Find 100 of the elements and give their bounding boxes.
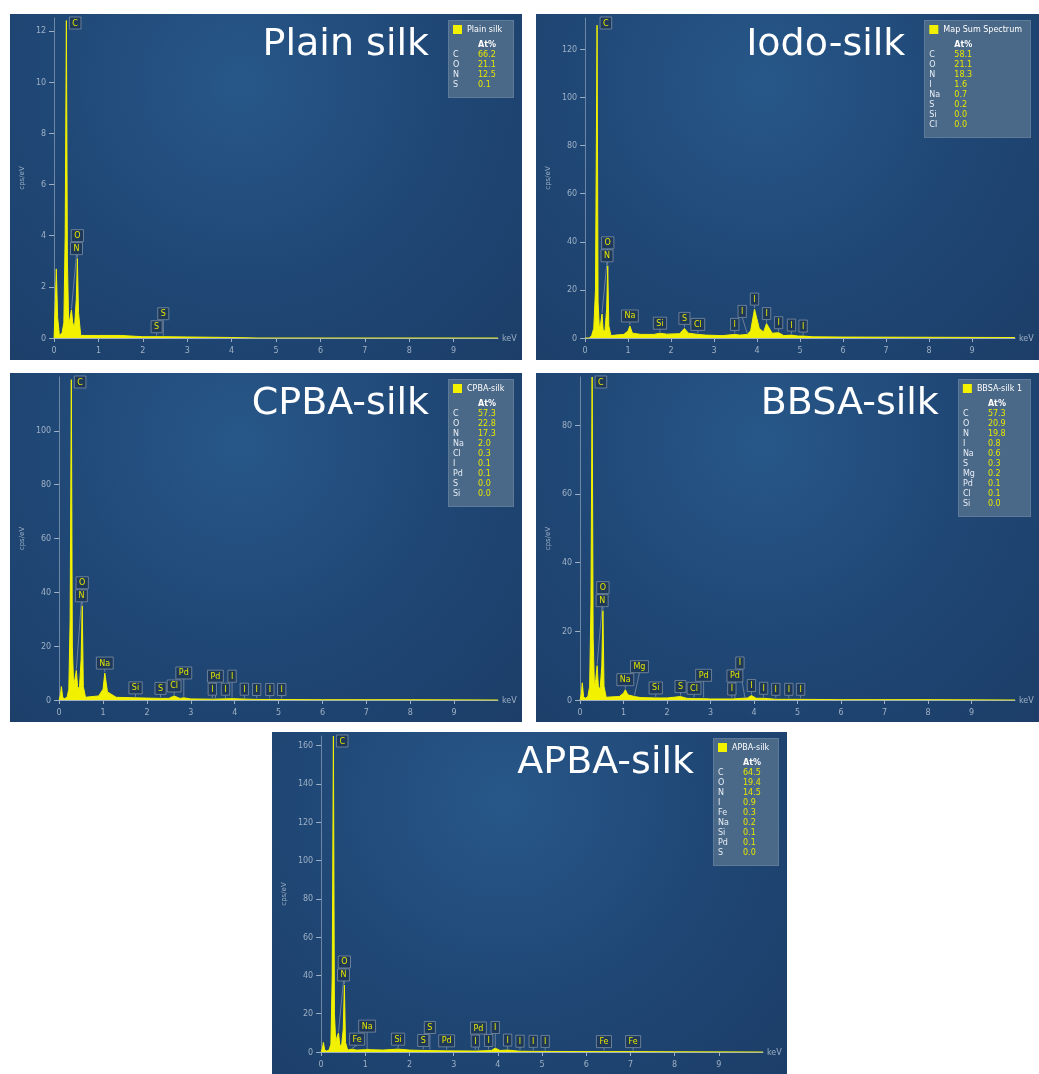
annotation: 2.0 [478, 438, 491, 448]
annotation: Na [929, 89, 941, 99]
annotation: 18.3 [954, 69, 973, 79]
annotation: I [243, 684, 246, 694]
y-tick-label: 10 [35, 77, 47, 87]
annotation: O [453, 59, 460, 69]
y-tick-label: 20 [561, 626, 573, 636]
annotation: O [718, 777, 725, 787]
annotation: At% [478, 39, 497, 49]
x-tick-label: 4 [754, 345, 760, 355]
annotation: Pd [473, 1023, 484, 1033]
annotation: At% [478, 398, 497, 408]
annotation: I [487, 1035, 490, 1045]
y-tick-label: 140 [297, 779, 314, 789]
annotation: 0.3 [987, 458, 1001, 468]
annotation: O [599, 583, 607, 593]
annotation: Cl [170, 681, 179, 691]
annotation: S [962, 458, 968, 468]
legend-label: CPBA-silk [467, 384, 505, 393]
annotation: C [718, 767, 724, 777]
annotation: O [962, 418, 970, 428]
annotation: At% [743, 757, 762, 767]
chart-title: Iodo-silk [746, 20, 906, 64]
annotation: I [230, 671, 234, 681]
annotation: I [790, 320, 793, 330]
annotation: Pd [453, 468, 463, 478]
annotation: 0.8 [987, 438, 1001, 448]
annotation: Cl [962, 488, 971, 498]
x-tick-label: 1 [100, 707, 106, 717]
annotation: 0.1 [478, 468, 491, 478]
annotation: I [506, 1035, 509, 1045]
y-tick-label: 0 [572, 333, 578, 343]
annotation: 0.6 [987, 448, 1001, 458]
annotation: Pd [729, 671, 740, 681]
annotation: O [341, 957, 348, 967]
y-tick-label: 40 [561, 558, 573, 568]
x-tick-label: 5 [539, 1059, 545, 1069]
y-tick-label: 2 [40, 282, 47, 292]
x-tick-label: 1 [625, 345, 631, 355]
annotation: I [733, 319, 736, 329]
annotation: O [604, 238, 611, 248]
annotation: I [929, 79, 932, 89]
x-tick-label: 4 [232, 707, 238, 717]
annotation: I [765, 309, 768, 319]
annotation: N [78, 591, 85, 601]
annotation: 0.0 [478, 488, 491, 498]
annotation: Si [453, 488, 461, 498]
annotation: I [494, 1022, 497, 1032]
annotation: I [518, 1036, 522, 1046]
annotation: 0.2 [987, 468, 1001, 478]
annotation: S [154, 322, 160, 332]
x-tick-label: 8 [925, 707, 931, 717]
annotation: S [427, 1022, 433, 1032]
y-tick-label: 100 [561, 92, 578, 102]
annotation: I [777, 318, 780, 328]
annotation: N [962, 428, 969, 438]
annotation: S [420, 1035, 426, 1045]
legend-label: BBSA-silk 1 [976, 384, 1022, 393]
x-tick-label: 6 [840, 345, 846, 355]
annotation: 0.0 [478, 478, 491, 488]
x-tick-label: 2 [140, 345, 146, 355]
annotation: O [79, 578, 86, 588]
y-tick-label: 20 [566, 285, 578, 295]
annotation: I [224, 684, 227, 694]
annotation: I [753, 294, 756, 304]
annotation: I [532, 1036, 535, 1046]
annotation: 0.1 [478, 458, 491, 468]
annotation: Cl [690, 683, 698, 693]
x-tick-label: 5 [794, 707, 801, 717]
x-axis-title: keV [502, 695, 518, 705]
annotation: 0.7 [954, 89, 968, 99]
annotation: 0.2 [743, 817, 756, 827]
annotation: I [799, 684, 802, 694]
x-tick-label: 1 [621, 707, 627, 717]
annotation: 12.5 [478, 69, 496, 79]
annotation: Cl [693, 319, 702, 329]
x-axis-title: keV [1019, 333, 1035, 343]
x-tick-label: 1 [362, 1059, 368, 1069]
annotation: Mg [962, 468, 975, 478]
annotation: I [730, 684, 734, 694]
annotation: S [718, 847, 724, 857]
y-tick-label: 120 [297, 817, 314, 827]
annotation: Si [652, 683, 660, 693]
x-tick-label: 3 [711, 345, 717, 355]
x-axis-title: keV [1019, 695, 1035, 705]
x-tick-label: 0 [56, 707, 62, 717]
y-tick-label: 0 [40, 333, 47, 343]
annotation: C [603, 18, 610, 28]
annotation: Si [131, 683, 140, 693]
annotation: 19.8 [987, 428, 1006, 438]
x-tick-label: 7 [363, 707, 369, 717]
annotation: S [453, 79, 459, 89]
annotation: Si [394, 1034, 402, 1044]
annotation: S [453, 478, 459, 488]
annotation: 20.9 [987, 418, 1006, 428]
y-tick-label: 80 [561, 420, 573, 430]
y-tick-label: 60 [40, 534, 52, 543]
x-tick-label: 3 [708, 707, 714, 717]
x-tick-label: 7 [883, 345, 889, 355]
y-tick-label: 60 [566, 189, 578, 199]
